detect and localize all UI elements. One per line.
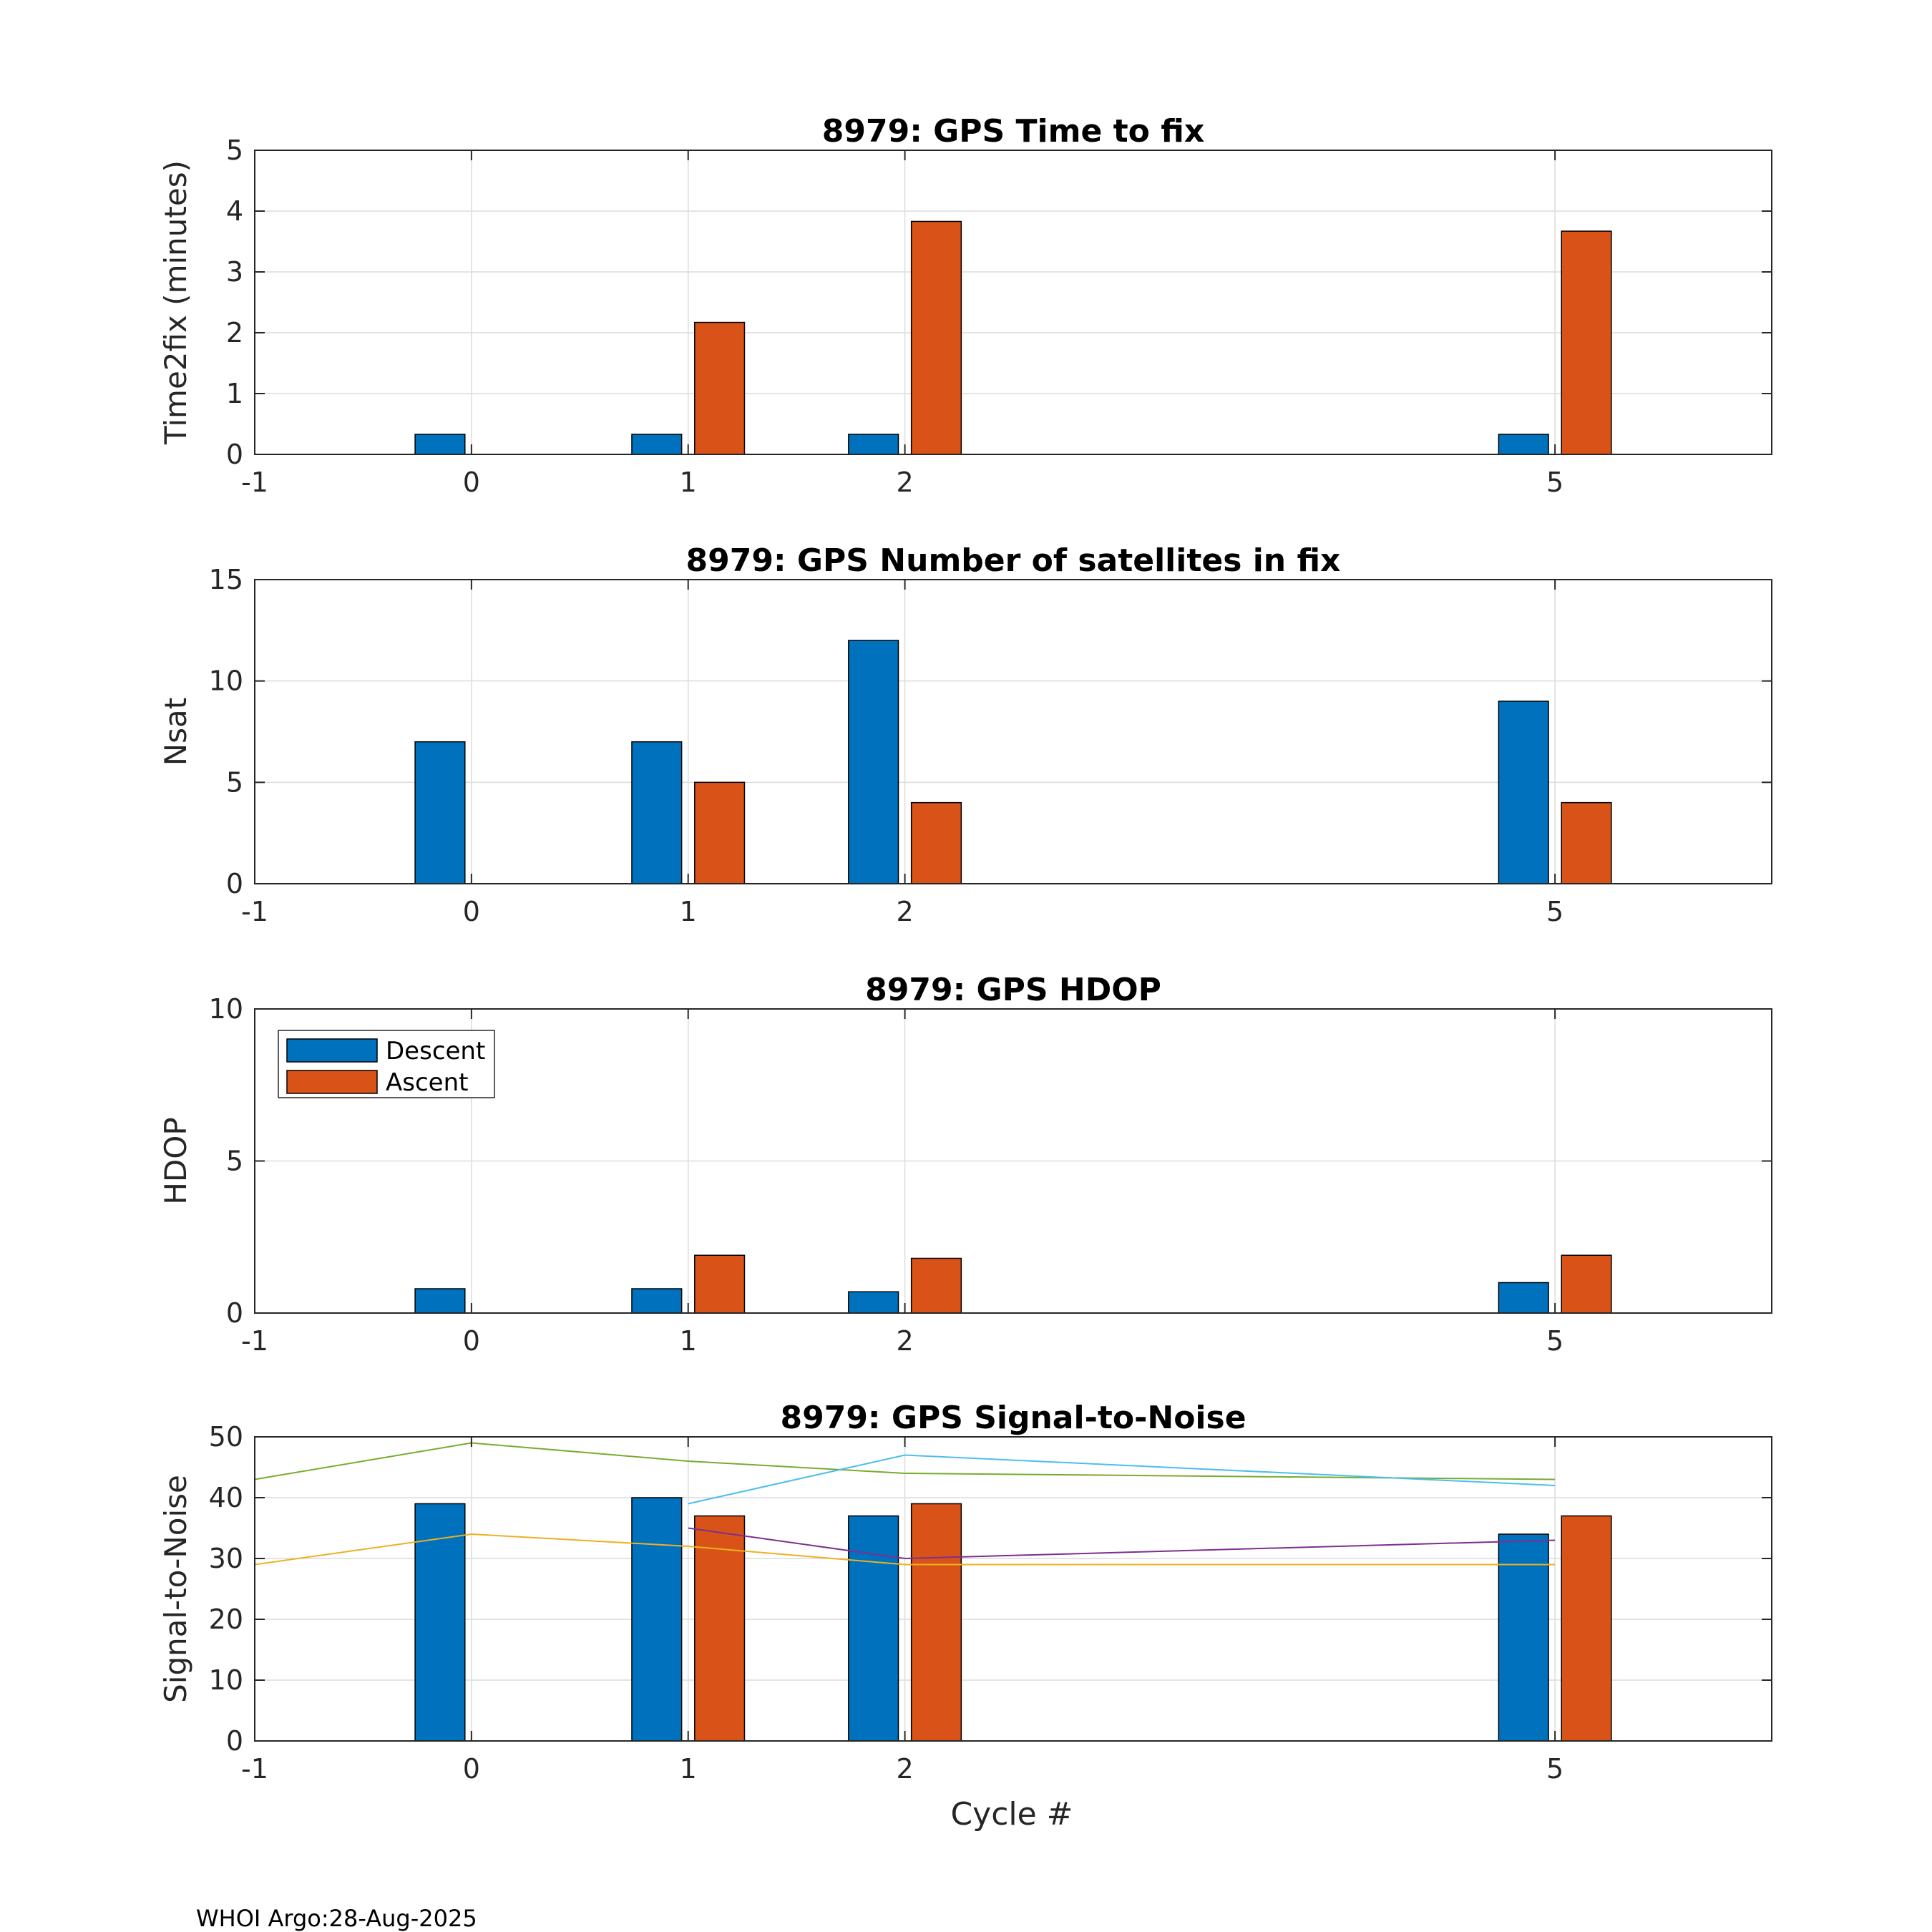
y-tick-label: 20 <box>209 1604 243 1635</box>
x-tick-label: 2 <box>896 1753 913 1785</box>
y-tick-label: 5 <box>226 1146 243 1177</box>
bar-ascent-cycle-5 <box>1561 230 1612 455</box>
x-tick-label: 2 <box>896 467 913 498</box>
x-tick-label: 5 <box>1546 1325 1563 1357</box>
chart-title: 8979: GPS Time to fix <box>822 113 1204 150</box>
y-tick-label: 0 <box>226 1297 243 1329</box>
y-tick-label: 5 <box>226 135 243 166</box>
legend-swatch-ascent <box>286 1070 378 1094</box>
bar-ascent-cycle-5 <box>1561 1515 1612 1742</box>
y-tick-label: 1 <box>226 378 243 409</box>
bar-descent-cycle-5 <box>1498 434 1549 455</box>
y-tick-label: 10 <box>209 1664 243 1696</box>
bar-ascent-cycle-2 <box>910 1257 962 1314</box>
legend-swatch-descent <box>286 1038 378 1063</box>
x-tick-label: 5 <box>1546 896 1563 927</box>
bar-descent-cycle-1 <box>631 1288 683 1314</box>
axes-box <box>254 579 1772 884</box>
x-tick-label: 0 <box>463 1325 480 1357</box>
bar-descent-cycle-0 <box>414 1288 466 1314</box>
x-tick-label: -1 <box>241 467 268 498</box>
snr-line-3 <box>254 1533 1556 1566</box>
x-tick-label: 2 <box>896 1325 913 1357</box>
x-axis-label: Cycle # <box>950 1796 1073 1833</box>
y-tick-label: 5 <box>226 766 243 798</box>
y-tick-label: 40 <box>209 1482 243 1513</box>
x-tick-label: -1 <box>241 1753 268 1785</box>
x-tick-label: 0 <box>463 467 480 498</box>
y-tick-label: 4 <box>226 195 243 227</box>
y-axis-label: Time2fix (minutes) <box>158 160 193 445</box>
x-tick-label: 1 <box>680 896 697 927</box>
y-axis-label: HDOP <box>158 1117 193 1204</box>
snr-line-2 <box>688 1454 1556 1505</box>
bar-ascent-cycle-2 <box>910 220 962 455</box>
snr-line-1 <box>254 1442 1556 1480</box>
bar-ascent-cycle-1 <box>694 1515 746 1742</box>
bar-descent-cycle-1 <box>631 741 683 884</box>
legend-label-ascent: Ascent <box>386 1068 468 1097</box>
bar-descent-cycle-0 <box>414 1503 466 1742</box>
x-tick-label: 5 <box>1546 1753 1563 1785</box>
y-tick-label: 0 <box>226 439 243 470</box>
bar-descent-cycle-0 <box>414 741 466 884</box>
x-tick-label: -1 <box>241 896 268 927</box>
footer-text: WHOI Argo:28-Aug-2025 <box>196 1905 477 1932</box>
x-tick-label: 5 <box>1546 467 1563 498</box>
y-tick-label: 0 <box>226 1725 243 1757</box>
bar-ascent-cycle-1 <box>694 321 746 455</box>
x-tick-label: 1 <box>680 1325 697 1357</box>
x-tick-label: 2 <box>896 896 913 927</box>
bar-descent-cycle-1 <box>631 434 683 455</box>
axes-box <box>254 1436 1772 1742</box>
x-tick-label: -1 <box>241 1325 268 1357</box>
bar-descent-cycle-0 <box>414 434 466 455</box>
y-tick-label: 15 <box>209 564 243 595</box>
bar-ascent-cycle-5 <box>1561 1254 1612 1314</box>
x-tick-label: 0 <box>463 896 480 927</box>
legend: Descent Ascent <box>278 1030 495 1098</box>
bar-descent-cycle-2 <box>848 1291 899 1314</box>
bar-descent-cycle-5 <box>1498 1282 1549 1314</box>
legend-label-descent: Descent <box>386 1037 485 1065</box>
chart-title: 8979: GPS Number of satellites in fix <box>686 542 1341 579</box>
x-tick-label: 1 <box>680 467 697 498</box>
axes-box <box>254 150 1772 455</box>
y-tick-label: 50 <box>209 1421 243 1453</box>
bar-descent-cycle-2 <box>848 640 899 884</box>
bar-ascent-cycle-1 <box>694 1254 746 1314</box>
x-tick-label: 1 <box>680 1753 697 1785</box>
bar-descent-cycle-2 <box>848 1515 899 1742</box>
y-tick-label: 3 <box>226 256 243 288</box>
y-axis-label: Signal-to-Noise <box>158 1475 193 1703</box>
chart-title: 8979: GPS Signal-to-Noise <box>780 1400 1246 1436</box>
snr-line-4 <box>688 1527 1556 1560</box>
y-tick-label: 0 <box>226 868 243 899</box>
bar-descent-cycle-5 <box>1498 1533 1549 1742</box>
bar-ascent-cycle-1 <box>694 781 746 884</box>
bar-ascent-cycle-2 <box>910 801 962 884</box>
x-tick-label: 0 <box>463 1753 480 1785</box>
bar-ascent-cycle-2 <box>910 1503 962 1742</box>
bar-ascent-cycle-5 <box>1561 801 1612 884</box>
y-tick-label: 2 <box>226 317 243 348</box>
y-tick-label: 10 <box>209 993 243 1025</box>
bar-descent-cycle-5 <box>1498 701 1549 884</box>
bar-descent-cycle-1 <box>631 1497 683 1742</box>
y-tick-label: 30 <box>209 1543 243 1574</box>
bar-descent-cycle-2 <box>848 434 899 455</box>
chart-title: 8979: GPS HDOP <box>865 972 1161 1008</box>
y-axis-label: Nsat <box>158 698 193 766</box>
y-tick-label: 10 <box>209 665 243 697</box>
